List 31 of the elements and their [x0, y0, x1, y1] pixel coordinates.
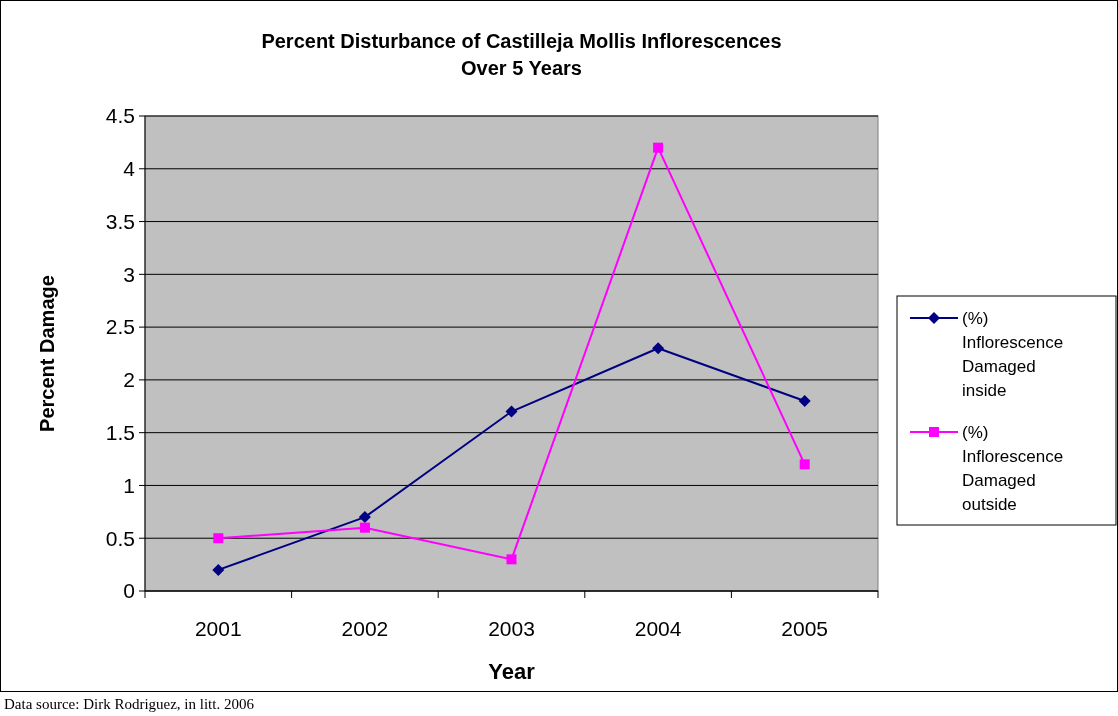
y-tick-label: 2.5 — [105, 315, 135, 339]
point — [505, 405, 518, 418]
legend-label: (%) Inflorescence Damaged inside — [962, 309, 1064, 400]
x-tick-label: 2001 — [194, 617, 242, 640]
x-tick-label: 2004 — [634, 617, 682, 640]
legend-label: (%) Inflorescence Damaged outside — [962, 423, 1064, 514]
point — [653, 142, 664, 153]
x-tick-label: 2005 — [781, 617, 829, 640]
x-tick-label: 2002 — [341, 617, 389, 640]
y-tick-label: 4 — [123, 157, 136, 181]
y-tick-label: 3 — [123, 262, 135, 286]
point — [358, 511, 371, 524]
x-tick-label: 2003 — [488, 617, 535, 640]
y-tick-label: 0 — [123, 579, 135, 603]
point — [798, 395, 811, 407]
y-tick-label: 3.5 — [105, 209, 135, 233]
chart-title: Percent Disturbance of Castilleja Mollis Inflorescences Over 5 Years — [261, 30, 782, 79]
y-tick-label: 1 — [123, 473, 135, 497]
source-note: Data source: Dirk Rodriguez, in litt. 2006 — [4, 696, 255, 712]
point — [652, 342, 665, 355]
y-axis-title: Percent Damage — [36, 275, 58, 432]
y-tick-label: 4.5 — [105, 104, 135, 128]
point — [213, 533, 224, 544]
x-axis-title: Year — [488, 659, 536, 684]
point — [799, 459, 810, 470]
point — [212, 563, 225, 576]
point — [359, 522, 370, 533]
point — [506, 554, 517, 565]
y-tick-label: 1.5 — [105, 421, 135, 445]
y-tick-label: 2 — [123, 368, 135, 392]
y-tick-label: 0.5 — [105, 526, 135, 550]
